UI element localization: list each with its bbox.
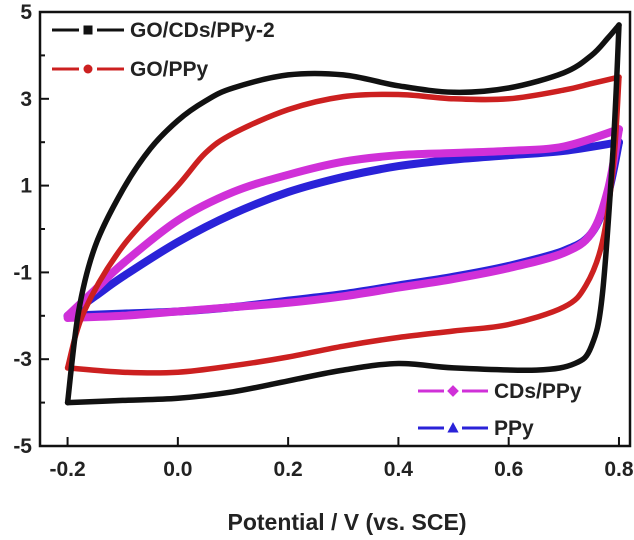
legend-entry: PPy <box>418 417 534 440</box>
x-tick-label: 0.2 <box>274 458 303 481</box>
y-tick-label: -1 <box>13 261 32 284</box>
legend-label: GO/CDs/PPy-2 <box>130 19 275 42</box>
x-tick-label: 0.8 <box>604 458 634 481</box>
legend: GO/CDs/PPy-2 GO/PPy CDs/PPy PPy <box>52 19 582 440</box>
legend-label: PPy <box>494 417 534 440</box>
y-tick-label: 5 <box>20 1 32 24</box>
x-axis-label: Potential / V (vs. SCE) <box>228 509 467 535</box>
y-tick-label: -5 <box>13 435 32 458</box>
series-go-cds-ppy-2 <box>64 22 622 406</box>
legend-entry: CDs/PPy <box>418 380 582 403</box>
legend-entry: GO/CDs/PPy-2 <box>52 19 275 42</box>
y-tick-label: 3 <box>20 88 32 111</box>
x-tick-label: -0.2 <box>49 458 85 481</box>
cv-curve-cathodic <box>64 22 622 406</box>
legend-marker-diamond <box>447 385 459 397</box>
series-cds-ppy <box>63 125 623 322</box>
x-tick-label: 0.6 <box>494 458 523 481</box>
cv-curve-anodic <box>64 22 622 406</box>
legend-marker-square <box>83 25 93 35</box>
series-go-ppy <box>64 74 622 376</box>
x-tick-label: 0.4 <box>384 458 414 481</box>
legend-label: GO/PPy <box>130 58 209 81</box>
cv-curve-anodic <box>63 125 623 320</box>
cv-curve-cathodic <box>64 74 622 376</box>
legend-marker-circle <box>83 64 93 74</box>
cv-curves <box>63 22 623 406</box>
cv-curve-anodic <box>64 74 622 371</box>
cv-curve-anodic <box>63 138 623 320</box>
y-tick-label: 1 <box>20 175 32 198</box>
axis-ticks: -0.2 0.0 0.2 0.4 0.6 0.8 -5 -3 -1 1 3 5 <box>13 1 634 481</box>
x-tick-label: 0.0 <box>163 458 192 481</box>
y-tick-label: -3 <box>13 348 32 371</box>
legend-entry: GO/PPy <box>52 58 209 81</box>
legend-label: CDs/PPy <box>494 380 582 403</box>
legend-marker-triangle <box>447 422 459 433</box>
series-ppy <box>63 138 623 320</box>
cv-curve-cathodic <box>63 125 623 322</box>
cv-curve-cathodic <box>63 138 623 320</box>
